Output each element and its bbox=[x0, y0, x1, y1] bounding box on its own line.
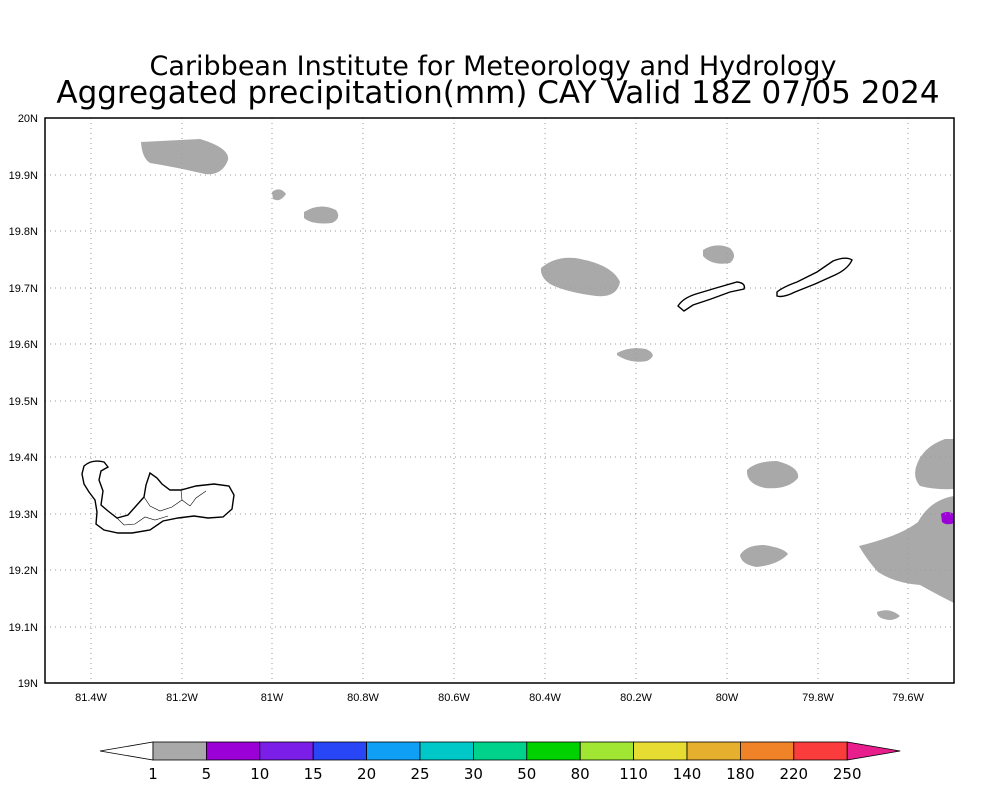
precip-area bbox=[877, 610, 900, 620]
lat-tick-label: 19.4N bbox=[9, 452, 38, 464]
colorbar-segment bbox=[686, 741, 741, 761]
lat-tick-label: 19.1N bbox=[9, 622, 38, 634]
colorbar-label: 80 bbox=[571, 765, 590, 783]
colorbar-label: 50 bbox=[517, 765, 536, 783]
colorbar-label: 30 bbox=[464, 765, 483, 783]
colorbar-segment bbox=[152, 741, 207, 761]
lat-tick-label: 19.6N bbox=[9, 339, 38, 351]
title-line-1: Caribbean Institute for Meteorology and … bbox=[150, 51, 837, 82]
lon-tick-label: 81.4W bbox=[75, 692, 107, 704]
lat-axis: 19N 19.1N 19.2N 19.3N 19.4N 19.5N 19.6N … bbox=[9, 113, 38, 690]
colorbar-segment bbox=[633, 741, 688, 761]
colorbar-label: 250 bbox=[833, 765, 862, 783]
colorbar-segment bbox=[205, 741, 261, 761]
colorbar-label: 140 bbox=[673, 765, 702, 783]
map-panel bbox=[44, 117, 955, 684]
lon-tick-label: 79.8W bbox=[802, 692, 834, 704]
title-line-2: Aggregated precipitation(mm) CAY Valid 1… bbox=[56, 75, 939, 111]
colorbar: 1 5 10 15 20 25 30 50 80 110 140 180 220 250 bbox=[99, 741, 901, 783]
precip-area bbox=[540, 257, 620, 297]
little-cayman bbox=[677, 281, 746, 312]
lat-tick-label: 19.2N bbox=[9, 565, 38, 577]
precip-area bbox=[740, 545, 788, 567]
precip-areas bbox=[141, 139, 954, 620]
colorbar-segment bbox=[740, 741, 795, 761]
lat-tick-label: 19N bbox=[18, 678, 38, 690]
colorbar-label: 180 bbox=[726, 765, 755, 783]
cayman-brac bbox=[776, 257, 853, 298]
colorbar-segment bbox=[259, 741, 314, 761]
precip-max-spot bbox=[941, 512, 954, 525]
lon-tick-label: 80.4W bbox=[529, 692, 561, 704]
lat-tick-label: 20N bbox=[18, 113, 38, 125]
lon-tick-label: 81W bbox=[261, 692, 284, 704]
grand-cayman bbox=[81, 460, 235, 534]
islands bbox=[81, 257, 853, 534]
precip-area bbox=[859, 496, 954, 603]
colorbar-segment bbox=[472, 741, 528, 761]
lat-tick-label: 19.9N bbox=[9, 170, 38, 182]
lon-tick-label: 80.2W bbox=[620, 692, 652, 704]
colorbar-label: 5 bbox=[202, 765, 212, 783]
colorbar-segment bbox=[793, 741, 848, 761]
colorbar-label: 110 bbox=[619, 765, 648, 783]
colorbar-label: 10 bbox=[250, 765, 269, 783]
colorbar-under-triangle bbox=[99, 741, 154, 761]
lat-tick-label: 19.5N bbox=[9, 396, 38, 408]
precip-area bbox=[915, 439, 954, 490]
lon-tick-label: 81.2W bbox=[166, 692, 198, 704]
precip-area bbox=[141, 139, 229, 175]
colorbar-label: 15 bbox=[304, 765, 323, 783]
lon-tick-label: 80W bbox=[716, 692, 739, 704]
colorbar-over-triangle bbox=[846, 741, 901, 761]
lat-tick-label: 19.8N bbox=[9, 226, 38, 238]
precip-area bbox=[272, 189, 286, 201]
colorbar-segment bbox=[419, 741, 474, 761]
precip-area bbox=[617, 348, 653, 362]
lon-axis: 81.4W 81.2W 81W 80.8W 80.6W 80.4W 80.2W … bbox=[75, 692, 924, 704]
precip-area bbox=[304, 206, 339, 224]
lon-tick-label: 79.6W bbox=[892, 692, 924, 704]
lat-tick-label: 19.7N bbox=[9, 283, 38, 295]
precip-area bbox=[746, 461, 799, 489]
colorbar-segment bbox=[526, 741, 581, 761]
colorbar-label: 1 bbox=[148, 765, 158, 783]
precip-area bbox=[703, 245, 734, 264]
colorbar-label: 25 bbox=[410, 765, 429, 783]
colorbar-segment bbox=[579, 741, 635, 761]
colorbar-segment bbox=[366, 741, 421, 761]
colorbar-segment bbox=[312, 741, 368, 761]
colorbar-label: 220 bbox=[779, 765, 808, 783]
lon-tick-label: 80.8W bbox=[347, 692, 379, 704]
lat-tick-label: 19.3N bbox=[9, 509, 38, 521]
colorbar-label: 20 bbox=[357, 765, 376, 783]
gridlines bbox=[45, 118, 954, 683]
map-frame bbox=[44, 117, 955, 684]
lon-tick-label: 80.6W bbox=[438, 692, 470, 704]
